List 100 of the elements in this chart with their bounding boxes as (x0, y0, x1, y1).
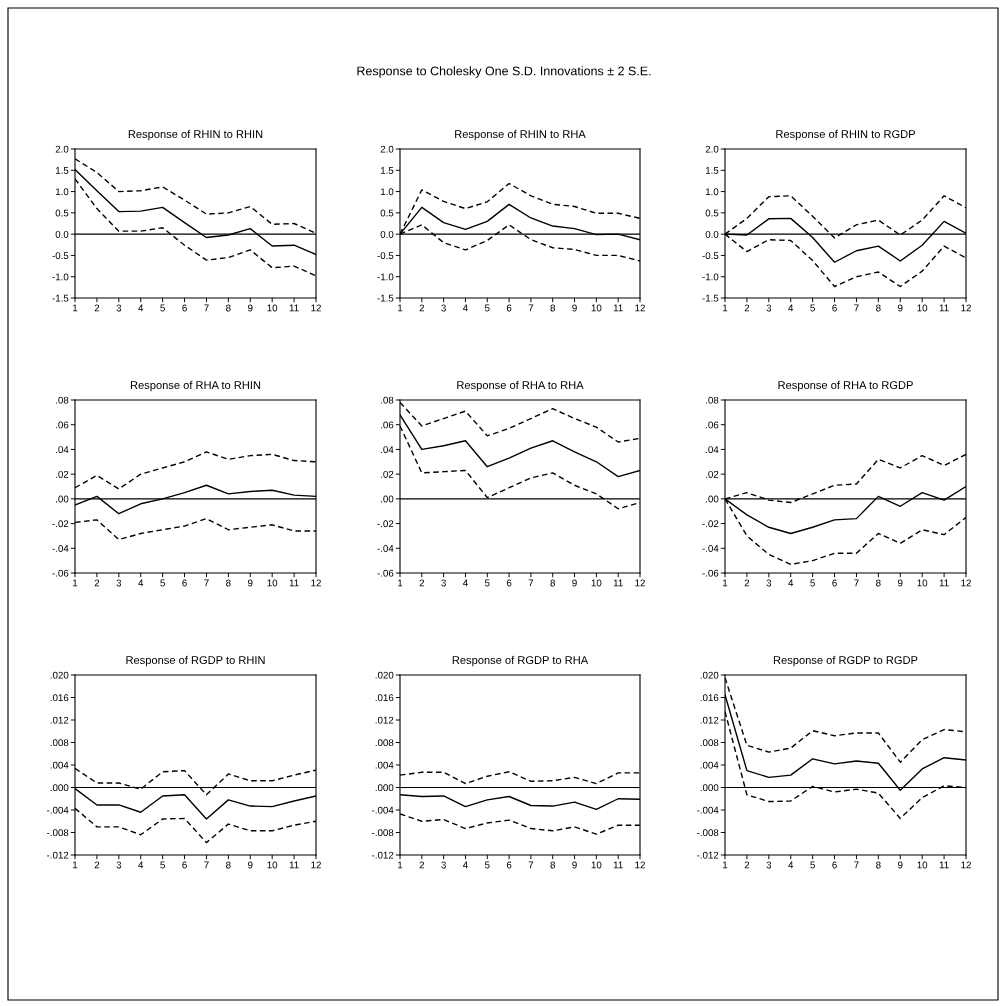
x-tick-label: 9 (572, 861, 577, 869)
x-tick-label: 5 (484, 304, 490, 312)
y-tick-label: -.06 (377, 569, 394, 577)
y-tick-label: -.004 (697, 806, 719, 814)
y-tick-label: .012 (700, 716, 719, 724)
y-tick-label: .04 (381, 446, 394, 454)
y-tick-label: 1.0 (55, 188, 69, 196)
y-tick-label: 1.5 (55, 167, 69, 174)
y-tick-label: .02 (381, 470, 394, 478)
x-tick-label: 11 (939, 304, 949, 312)
y-tick-label: .000 (50, 784, 69, 792)
x-tick-label: 3 (116, 861, 122, 869)
x-tick-label: 10 (267, 304, 278, 312)
chart-title: Response of RHA to RHIN (130, 380, 261, 392)
x-tick-label: 12 (635, 579, 645, 587)
x-tick-label: 12 (635, 304, 645, 312)
y-tick-label: 1.5 (705, 167, 719, 174)
x-tick-label: 11 (613, 579, 623, 587)
x-tick-label: 3 (766, 579, 772, 587)
y-tick-label: -0.5 (377, 252, 394, 260)
y-tick-label: .016 (375, 694, 394, 702)
chart-title: Response of RGDP to RHIN (126, 655, 265, 667)
x-tick-label: 2 (94, 304, 100, 312)
x-tick-label: 11 (613, 861, 623, 869)
y-tick-label: .06 (706, 421, 719, 429)
x-tick-label: 10 (591, 304, 602, 312)
y-tick-label: -.04 (377, 545, 394, 552)
y-tick-label: .08 (56, 396, 69, 404)
y-tick-label: .008 (700, 739, 719, 747)
x-tick-label: 4 (788, 579, 794, 587)
x-tick-label: 10 (267, 579, 278, 587)
y-tick-label: -1.5 (702, 294, 719, 302)
y-tick-label: .08 (706, 396, 719, 404)
y-tick-label: -.012 (372, 851, 394, 859)
x-tick-label: 10 (917, 861, 928, 869)
y-tick-label: 1.0 (380, 188, 394, 196)
y-tick-label: 0.0 (705, 230, 719, 238)
x-tick-label: 6 (506, 304, 512, 312)
x-tick-label: 8 (876, 304, 881, 312)
y-tick-label: 1.5 (380, 167, 394, 174)
x-tick-label: 3 (441, 861, 446, 869)
y-tick-label: 0.0 (380, 230, 394, 238)
x-tick-label: 3 (441, 579, 446, 587)
x-tick-label: 5 (810, 579, 815, 587)
x-tick-label: 6 (832, 861, 837, 869)
y-tick-label: -1.0 (52, 273, 69, 281)
x-tick-label: 1 (723, 304, 728, 312)
y-tick-label: 1.0 (705, 188, 719, 196)
y-tick-label: .020 (375, 671, 394, 679)
x-tick-label: 9 (248, 861, 253, 869)
x-tick-label: 1 (73, 861, 78, 869)
x-tick-label: 1 (723, 861, 728, 869)
x-tick-label: 1 (398, 861, 403, 869)
x-tick-label: 8 (550, 579, 556, 587)
x-tick-label: 9 (572, 579, 577, 587)
x-tick-label: 10 (917, 579, 928, 587)
x-tick-label: 3 (116, 304, 122, 312)
x-tick-label: 7 (528, 304, 534, 312)
x-tick-label: 9 (898, 579, 903, 587)
x-tick-label: 2 (744, 304, 750, 312)
x-tick-label: 12 (311, 304, 321, 312)
y-tick-label: .000 (375, 784, 394, 792)
y-tick-label: .020 (700, 671, 719, 679)
y-tick-label: .06 (56, 421, 69, 429)
x-tick-label: 12 (311, 579, 321, 587)
x-tick-label: 9 (248, 579, 253, 587)
x-tick-label: 2 (419, 304, 425, 312)
x-tick-label: 2 (419, 579, 425, 587)
x-tick-label: 6 (832, 304, 837, 312)
x-tick-label: 11 (613, 304, 623, 312)
x-tick-label: 1 (73, 579, 78, 587)
x-tick-label: 5 (160, 861, 165, 869)
y-tick-label: .00 (381, 495, 394, 503)
x-tick-label: 11 (939, 861, 949, 869)
y-tick-label: -.008 (372, 829, 394, 837)
y-tick-label: .008 (375, 739, 394, 747)
x-tick-label: 11 (289, 579, 299, 587)
y-tick-label: 0.0 (55, 230, 69, 238)
x-tick-label: 1 (73, 304, 78, 312)
x-tick-label: 2 (94, 579, 100, 587)
y-tick-label: .00 (706, 495, 719, 503)
y-tick-label: .04 (706, 446, 719, 454)
x-tick-label: 6 (832, 579, 837, 587)
y-tick-label: .004 (375, 761, 394, 769)
y-tick-label: .02 (56, 470, 69, 478)
x-tick-label: 6 (182, 579, 187, 587)
y-tick-label: .004 (700, 761, 719, 769)
x-tick-label: 4 (462, 861, 468, 869)
x-tick-label: 12 (961, 304, 971, 312)
y-tick-label: .000 (700, 784, 719, 792)
x-tick-label: 5 (484, 579, 490, 587)
x-tick-label: 6 (182, 304, 187, 312)
y-tick-label: -.02 (52, 520, 69, 528)
x-tick-label: 4 (462, 579, 468, 587)
y-tick-label: -.004 (47, 806, 69, 814)
x-tick-label: 11 (289, 304, 299, 312)
y-tick-label: -0.5 (52, 252, 69, 260)
x-tick-label: 4 (138, 304, 144, 312)
y-tick-label: -1.0 (702, 273, 719, 281)
x-tick-label: 2 (744, 579, 750, 587)
